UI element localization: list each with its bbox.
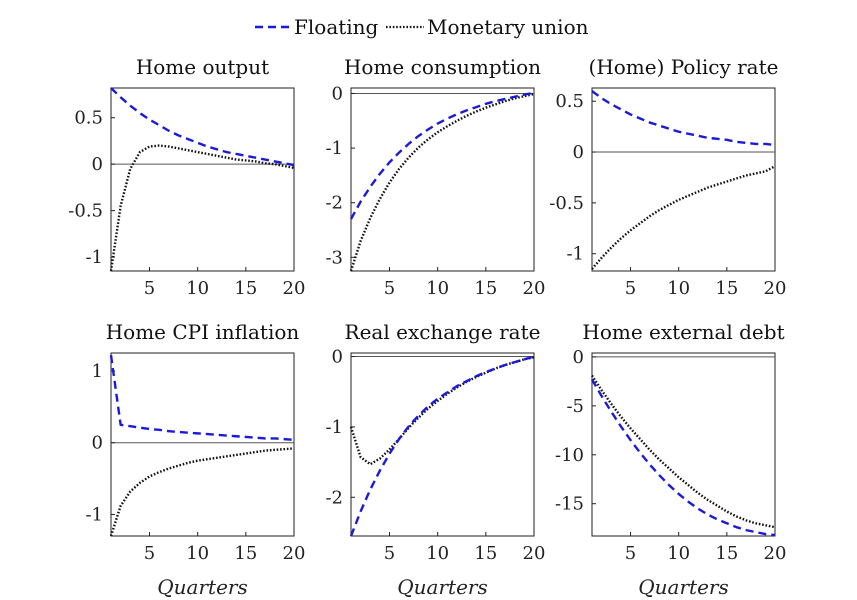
panel-2-xtick-label: 20 [764, 278, 787, 299]
panel-1-ytick-label: -1 [325, 138, 343, 159]
panel-0-xtick-label: 20 [283, 278, 306, 299]
panel-1-xtick-label: 10 [426, 278, 449, 299]
panel-0-xtick-label: 5 [144, 278, 155, 299]
panel-2-ytick-label: 0 [573, 142, 584, 163]
panel-1-ytick-label: 0 [332, 83, 343, 104]
panel-0-series-monetary-union [109, 144, 295, 272]
panel-4-xlabel: Quarters [397, 575, 487, 599]
panel-4-series-floating [349, 355, 535, 537]
panel-2-ytick-label: 0.5 [555, 91, 584, 112]
panel-5-frame [591, 352, 776, 537]
panel-2-title: (Home) Policy rate [589, 55, 779, 79]
panel-0-series-floating [110, 87, 295, 167]
panel-3-xtick-label: 10 [186, 543, 209, 564]
panel-2: (Home) Policy rate 5 10 15 20 0.5 0 -0.5 -1 [549, 55, 786, 299]
panel-4-ytick-label: 0 [332, 347, 343, 368]
panel-5-xtick-label: 20 [764, 543, 787, 564]
panel-2-ytick-label: -1 [566, 244, 584, 265]
panel-5: Home external debt 5 10 15 20 0 -5 -10 -15 Quarte… [555, 320, 786, 599]
panel-3-xlabel: Quarters [157, 575, 247, 599]
panel-5-title: Home external debt [582, 320, 784, 344]
panel-0-xtick-label: 10 [186, 278, 209, 299]
panel-4-xtick-label: 10 [426, 543, 449, 564]
panel-4-series-monetary-union [349, 356, 535, 466]
panel-3-xtick-label: 20 [283, 543, 306, 564]
legend-floating-label: Floating [294, 15, 379, 39]
panel-4-xtick-label: 5 [384, 543, 395, 564]
panel-0-title: Home output [136, 55, 269, 79]
legend-monetary-union-label: Monetary union [427, 15, 589, 39]
panel-1-ytick-label: -2 [325, 193, 343, 214]
panel-0-frame [110, 87, 295, 272]
panel-2-series-monetary-union [591, 165, 776, 270]
panel-0: Home output 5 10 15 20 0.5 0 -0.5 -1 [68, 55, 305, 299]
panel-1-xtick-label: 5 [384, 278, 395, 299]
panel-0-ytick-label: 0.5 [74, 108, 103, 129]
panel-5-ytick-label: -5 [566, 396, 584, 417]
panel-5-ytick-label: 0 [573, 347, 584, 368]
panel-1-xtick-label: 15 [474, 278, 497, 299]
panel-4-xtick-label: 15 [474, 543, 497, 564]
panel-1-xtick-label: 20 [523, 278, 546, 299]
panel-4-ytick-label: -1 [325, 417, 343, 438]
panel-5-xlabel: Quarters [638, 575, 728, 599]
panel-1-series-floating [349, 91, 535, 220]
panel-1-ytick-label: -3 [325, 247, 343, 268]
panel-1: Home consumption 5 10 15 20 0 -1 -2 -3 [325, 55, 545, 299]
panel-3-xtick-label: 15 [234, 543, 257, 564]
panel-5-ytick-label: -10 [555, 445, 584, 466]
panel-5-xtick-label: 10 [667, 543, 690, 564]
panel-4: Real exchange rate 5 10 15 20 0 -1 -2 Quarters [325, 320, 545, 599]
panel-5-xtick-label: 5 [625, 543, 636, 564]
panel-0-ytick-label: -1 [85, 247, 103, 268]
panel-2-series-floating [591, 90, 776, 147]
panel-4-ytick-label: -2 [325, 487, 343, 508]
panel-2-xtick-label: 15 [715, 278, 738, 299]
panel-1-frame [350, 87, 535, 272]
panel-3-ytick-label: 1 [92, 361, 103, 382]
panel-5-series-monetary-union [590, 374, 776, 529]
panel-4-frame [350, 352, 535, 537]
panel-0-ytick-label: -0.5 [68, 201, 103, 222]
panel-4-xtick-label: 20 [523, 543, 546, 564]
panel-2-frame [591, 87, 776, 272]
panel-3-xtick-label: 5 [144, 543, 155, 564]
panel-5-ytick-label: -15 [555, 494, 584, 515]
panel-4-title: Real exchange rate [345, 320, 541, 344]
panel-2-ytick-label: -0.5 [549, 193, 584, 214]
legend: Floating Monetary union [255, 15, 589, 39]
panel-3-frame [110, 352, 295, 537]
panel-3-title: Home CPI inflation [106, 320, 300, 344]
panel-2-xtick-label: 10 [667, 278, 690, 299]
panel-0-ytick-label: 0 [92, 154, 103, 175]
panel-0-xtick-label: 15 [234, 278, 257, 299]
panel-2-xtick-label: 5 [625, 278, 636, 299]
panel-3-series-monetary-union [109, 447, 295, 537]
panel-3-ytick-label: -1 [85, 504, 103, 525]
panel-1-title: Home consumption [344, 55, 541, 79]
panel-3-ytick-label: 0 [92, 433, 103, 454]
panel-5-xtick-label: 15 [715, 543, 738, 564]
panel-5-series-floating [590, 378, 776, 537]
panel-3-series-floating [109, 354, 295, 442]
